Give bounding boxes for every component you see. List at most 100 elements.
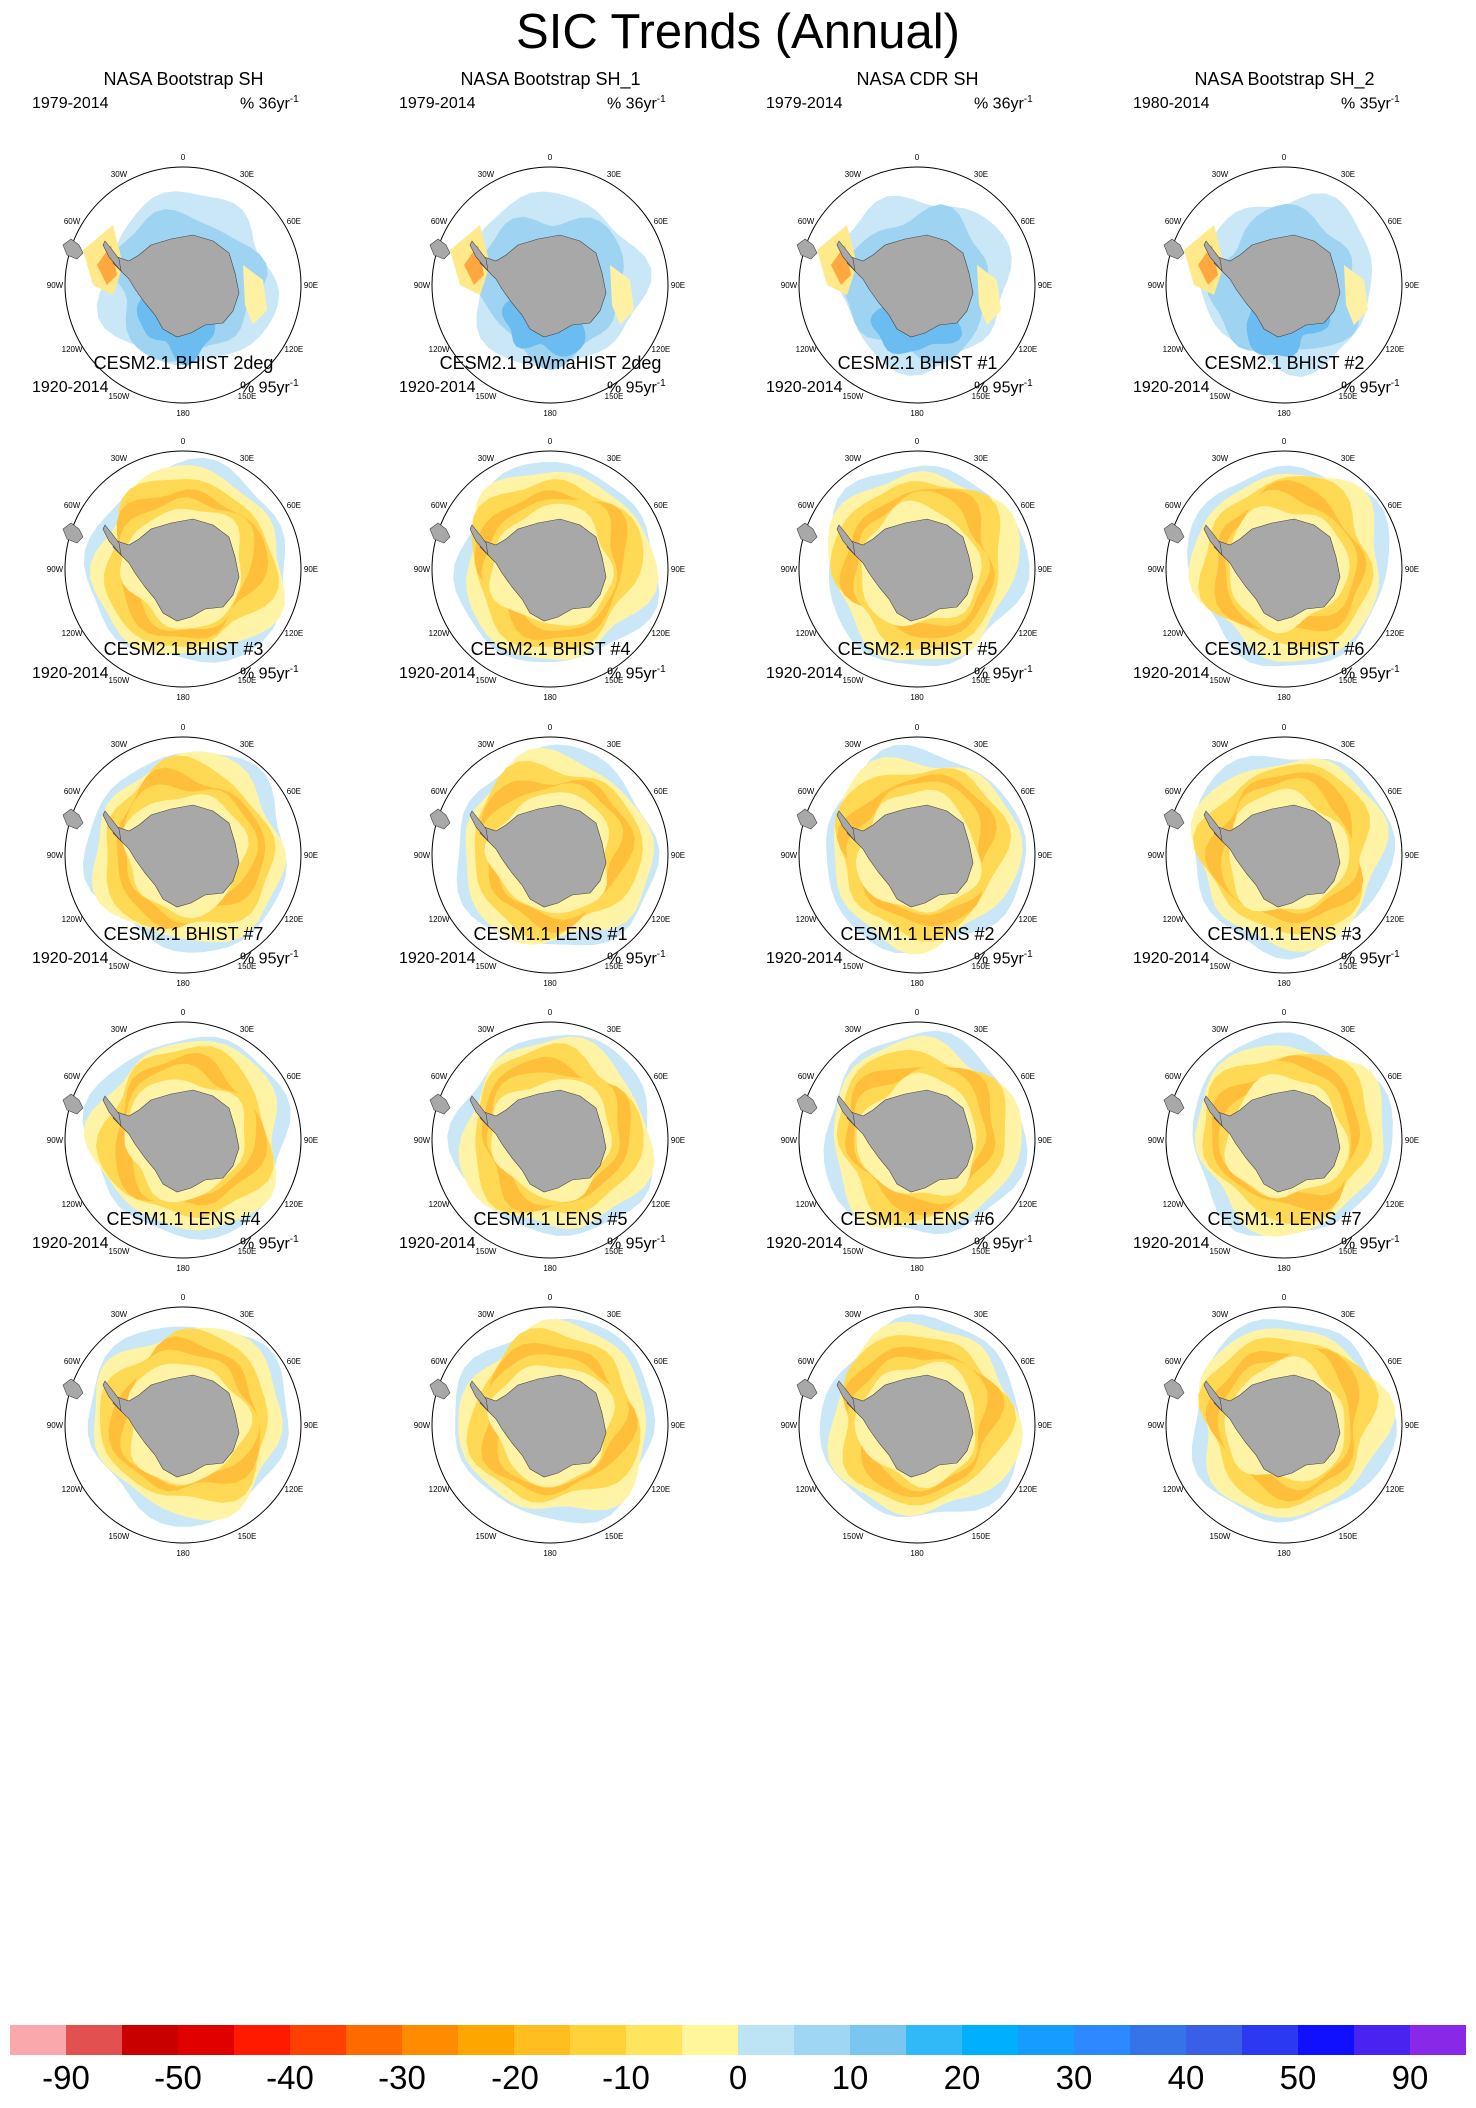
longitude-label: 180	[910, 409, 924, 418]
longitude-label: 30E	[1341, 170, 1355, 179]
longitude-label: 90E	[304, 281, 318, 290]
longitude-label: 60E	[287, 501, 301, 510]
colorbar-tick-label: 30	[1055, 2059, 1093, 2096]
polar-map: 0 30E 60E 90E 120E 150E 180 150W 120W 90W 60W 30W	[414, 1293, 685, 1558]
colorbar-tick-label: -90	[42, 2059, 90, 2096]
colorbar	[10, 2025, 1466, 2055]
longitude-label: 150E	[1339, 392, 1358, 401]
panel-period: 1920-2014	[399, 1235, 476, 1252]
longitude-label: 90W	[1148, 851, 1165, 860]
colorbar-swatch	[178, 2025, 235, 2055]
panel-title: CESM2.1 BHIST #7	[103, 924, 264, 944]
polar-map: 0 30E 60E 90E 120E 150E 180 150W 120W 90W 60W 30W	[414, 437, 685, 702]
longitude-label: 120W	[429, 629, 450, 638]
longitude-label: 150W	[476, 1247, 497, 1256]
polar-map: 0 30E 60E 90E 120E 150E 180 150W 120W 90W 60W 30W	[781, 437, 1052, 702]
panel-period: 1920-2014	[399, 665, 476, 682]
map-panel: CESM2.1 BHIST #6 1920-2014 % 95yr-1 0 30E 60E…	[1101, 638, 1468, 1021]
polar-map: 0 30E 60E 90E 120E 150E 180 150W 120W 90W 60W 30W	[414, 1008, 685, 1273]
longitude-label: 30W	[1212, 170, 1229, 179]
antarctica-landmass	[479, 804, 607, 908]
antarctica-landmass	[1213, 1374, 1341, 1478]
polar-map: 0 30E 60E 90E 120E 150E 180 150W 120W 90W 60W 30W	[47, 153, 318, 418]
longitude-label: 0	[1282, 153, 1287, 162]
longitude-label: 60E	[654, 1357, 668, 1366]
longitude-label: 60W	[1165, 1072, 1182, 1081]
colorbar-swatch	[906, 2025, 963, 2055]
longitude-label: 120W	[1163, 1485, 1184, 1494]
trend-region-negative-light	[610, 265, 634, 325]
longitude-label: 30E	[607, 170, 621, 179]
colorbar-swatch	[402, 2025, 459, 2055]
longitude-label: 30W	[111, 170, 128, 179]
panel-period: 1920-2014	[766, 379, 843, 396]
polar-map: 0 30E 60E 90E 120E 150E 180 150W 120W 90W 60W 30W	[1148, 1293, 1419, 1558]
south-america-tip	[1163, 1093, 1185, 1115]
antarctic-peninsula	[469, 1095, 489, 1128]
longitude-label: 60E	[1388, 1357, 1402, 1366]
longitude-label: 150W	[1210, 1247, 1231, 1256]
panel-units: % 95yr-1	[974, 1234, 1033, 1253]
panel-period: 1979-2014	[32, 95, 109, 112]
longitude-label: 150E	[972, 392, 991, 401]
longitude-label: 120E	[285, 629, 304, 638]
polar-map: 0 30E 60E 90E 120E 150E 180 150W 120W 90W 60W 30W	[47, 1008, 318, 1273]
longitude-label: 150E	[972, 676, 991, 685]
panel-units: % 95yr-1	[607, 664, 666, 683]
colorbar-swatch	[122, 2025, 179, 2055]
panel-units: % 95yr-1	[1341, 949, 1400, 968]
antarctic-peninsula	[836, 1380, 856, 1413]
antarctic-peninsula	[1203, 1380, 1223, 1413]
panel-units: % 95yr-1	[974, 664, 1033, 683]
colorbar-tick-label: 0	[728, 2059, 748, 2096]
longitude-label: 30W	[1212, 740, 1229, 749]
longitude-label: 90W	[1148, 281, 1165, 290]
longitude-label: 120W	[1163, 915, 1184, 924]
longitude-label: 120E	[1019, 915, 1038, 924]
longitude-label: 30W	[845, 170, 862, 179]
antarctic-peninsula	[102, 1380, 122, 1413]
antarctica-landmass	[479, 234, 607, 338]
map-panel: NASA Bootstrap SH_1 1979-2014 % 36yr-1 0 30E…	[367, 68, 734, 451]
south-america-tip	[429, 1093, 451, 1115]
longitude-label: 180	[176, 1264, 190, 1273]
map-panel: CESM2.1 BHIST #3 1920-2014 % 95yr-1 0 30E 60E…	[0, 638, 367, 1021]
longitude-label: 150E	[605, 962, 624, 971]
longitude-label: 30W	[845, 1025, 862, 1034]
longitude-label: 0	[915, 1008, 920, 1017]
polar-map: 0 30E 60E 90E 120E 150E 180 150W 120W 90W 60W 30W	[1148, 723, 1419, 988]
longitude-label: 120E	[1386, 1485, 1405, 1494]
longitude-label: 60E	[1021, 217, 1035, 226]
map-panel: NASA Bootstrap SH_2 1980-2014 % 35yr-1 0 30E…	[1101, 68, 1468, 451]
longitude-label: 90E	[304, 565, 318, 574]
south-america-tip	[796, 522, 818, 544]
map-panel: CESM2.1 BHIST #5 1920-2014 % 95yr-1 0 30E 60E…	[734, 638, 1101, 1021]
longitude-label: 150W	[1210, 392, 1231, 401]
longitude-label: 30W	[111, 740, 128, 749]
longitude-label: 120E	[652, 629, 671, 638]
map-panel: CESM2.1 BWmaHIST 2deg 1920-2014 % 95yr-1 0 3…	[367, 352, 734, 735]
longitude-label: 60E	[654, 1072, 668, 1081]
longitude-label: 150E	[238, 1247, 257, 1256]
antarctic-peninsula	[836, 810, 856, 843]
longitude-label: 150E	[972, 1247, 991, 1256]
panel-period: 1920-2014	[1133, 665, 1210, 682]
longitude-label: 120W	[796, 629, 817, 638]
colorbar-swatch	[1354, 2025, 1411, 2055]
longitude-label: 30W	[1212, 454, 1229, 463]
panel-units: % 95yr-1	[240, 949, 299, 968]
longitude-label: 180	[1277, 979, 1291, 988]
map-panel: CESM1.1 LENS #7 1920-2014 % 95yr-1 0 30E 60E 9…	[1101, 1208, 1468, 1591]
longitude-label: 150W	[843, 962, 864, 971]
polar-map: 0 30E 60E 90E 120E 150E 180 150W 120W 90W 60W 30W	[47, 723, 318, 988]
longitude-label: 90W	[1148, 1136, 1165, 1145]
panel-period: 1980-2014	[1133, 95, 1210, 112]
longitude-label: 0	[1282, 723, 1287, 732]
longitude-label: 180	[1277, 693, 1291, 702]
panel-title: CESM1.1 LENS #1	[473, 924, 628, 944]
colorbar-tick-label: 10	[831, 2059, 869, 2096]
colorbar-swatch	[66, 2025, 123, 2055]
panel-title: NASA CDR SH	[856, 69, 979, 89]
longitude-label: 0	[181, 723, 186, 732]
longitude-label: 90W	[414, 1421, 431, 1430]
